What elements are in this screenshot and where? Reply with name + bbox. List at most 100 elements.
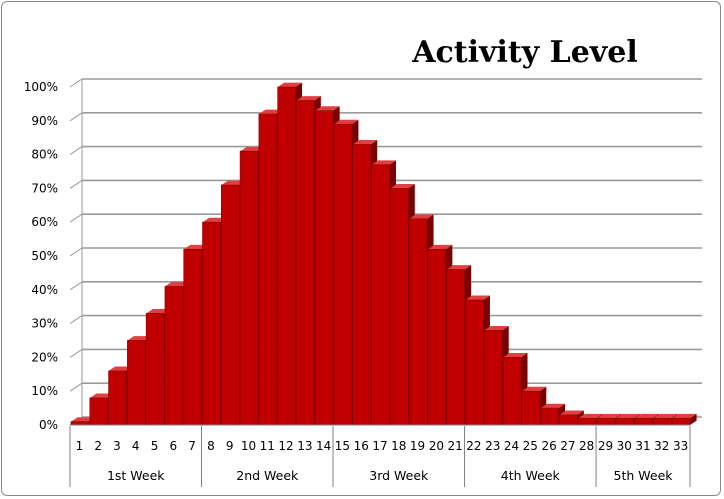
gridline-depth [69,382,83,392]
bar-front [521,390,540,426]
x-tick-label: 20 [429,439,444,453]
bar-front [596,417,616,426]
gridline-depth [69,281,83,291]
bar-top [352,140,378,145]
x-group-label: 2nd Week [236,468,299,483]
x-tick-label: 21 [448,439,463,453]
bar-front [465,299,484,426]
x-tick-label: 18 [391,439,406,453]
x-group-label: 5th Week [614,468,674,483]
gridline-depth [69,247,83,257]
bar-top [540,403,566,409]
bar-top [127,336,152,341]
x-tick-label: 15 [335,439,350,453]
x-tick-label: 4 [132,439,140,453]
x-tick-label: 22 [466,439,481,453]
bar-front [352,144,371,426]
x-tick-label: 1 [76,439,84,453]
x-tick-label: 23 [485,439,500,453]
bar-front [634,417,653,426]
bar-top [371,160,396,165]
y-tick-label: 90% [31,114,58,128]
chart-title: Activity Level [411,35,637,70]
bar-top [71,417,96,422]
bar-top [108,366,133,371]
bar-top [258,109,284,115]
bar-front [559,414,578,426]
x-tick-label: 30 [617,439,632,453]
x-tick-label: 14 [316,439,331,453]
x-tick-label: 2 [94,439,102,453]
x-tick-label: 5 [151,439,159,453]
bar-front [221,184,240,426]
gridline-depth [69,112,83,122]
bar-top [183,244,209,250]
y-tick-label: 0% [39,418,58,432]
bar-front [653,417,672,426]
x-tick-label: 33 [673,439,688,453]
bar-top [221,180,246,186]
gridline-depth [69,179,83,189]
bar-front [371,164,390,426]
bar-front [390,188,409,426]
x-tick-label: 25 [523,439,538,453]
x-tick-label: 11 [260,439,275,453]
bar-front [484,330,503,426]
bar-front [296,100,315,426]
bar-front [127,340,146,426]
y-tick-label: 80% [31,148,58,162]
x-tick-label: 7 [188,439,196,453]
bar-top [89,393,115,398]
bar-top [390,184,415,189]
y-tick-label: 50% [31,249,58,263]
bar-front [333,123,353,426]
gridline-depth [69,315,83,325]
bar-front [427,248,447,426]
y-tick-label: 30% [31,317,58,331]
bar-front [615,417,634,426]
x-tick-label: 26 [541,439,556,453]
bar-top [559,410,584,415]
bar-top [597,413,622,419]
bar-top [484,325,509,331]
x-tick-label: 24 [504,439,519,453]
bar-top [277,82,303,87]
bar-front [277,86,296,426]
x-tick-label: 32 [654,439,669,453]
bar-top [503,353,528,358]
bar-top [409,214,434,219]
bar-top [521,386,547,392]
gridline-depth [69,348,83,358]
x-axis: 1 2 3 4 5 6 7 8 9 10 11 12 13 14 15 16 17 18 19 20 21 22 23 24 2… [69,424,691,487]
x-tick-label: 17 [372,439,387,453]
bar-front [446,269,465,426]
gridline-depth [69,78,83,88]
x-tick-label: 9 [226,439,234,453]
bar-33 [671,413,697,426]
gridline-depth [69,146,83,156]
bar-top [465,295,490,300]
x-tick-label: 3 [113,439,121,453]
bar-top [427,244,453,250]
bar-front [202,221,221,426]
bar-top [578,413,603,419]
bar-top [146,309,171,314]
x-tick-label: 31 [635,439,650,453]
bar-front [239,150,259,426]
x-tick-label: 28 [579,439,594,453]
x-group-label: 3rd Week [369,468,429,483]
bar-front [258,113,277,426]
bar-front [108,370,127,426]
y-tick-label: 20% [31,350,58,364]
bar-top [240,146,265,152]
gridline-depth [69,213,83,223]
x-tick-label: 8 [207,439,215,453]
x-tick-label: 10 [241,439,256,453]
bar-top [315,106,340,111]
bar-front [408,218,428,426]
bar-front [314,110,334,426]
y-tick-label: 40% [31,283,58,297]
y-tick-label: 100% [24,80,58,94]
bar-front [70,421,90,426]
bar-front [164,286,184,426]
